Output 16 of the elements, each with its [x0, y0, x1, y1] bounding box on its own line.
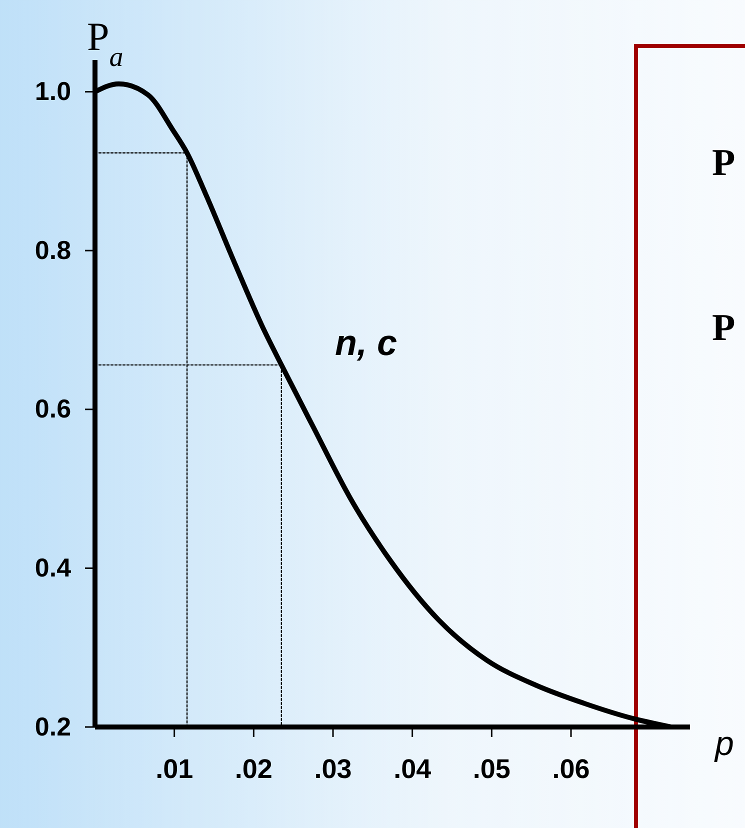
- x-axis-title: p: [714, 725, 734, 763]
- x-tick-label: .05: [472, 754, 510, 784]
- text: P: [712, 307, 736, 349]
- y-axis-title: P$_{a}$: [87, 14, 124, 72]
- x-tick-label: .06: [552, 754, 590, 784]
- y-tick-label: 0.6: [34, 394, 72, 424]
- x-tick-label: .01: [156, 754, 194, 784]
- y-tick-label: 0.2: [34, 711, 72, 742]
- annotation: n, c: [335, 322, 398, 363]
- x-tick-label: .03: [314, 754, 352, 784]
- x-tick-label: .02: [234, 754, 272, 784]
- y-tick-label: 0.4: [34, 552, 72, 583]
- x-tick-label: .04: [394, 754, 432, 784]
- y-tick-label: 0.8: [34, 234, 72, 265]
- y-tick-label: 1.0: [34, 76, 72, 106]
- text: P: [712, 142, 736, 184]
